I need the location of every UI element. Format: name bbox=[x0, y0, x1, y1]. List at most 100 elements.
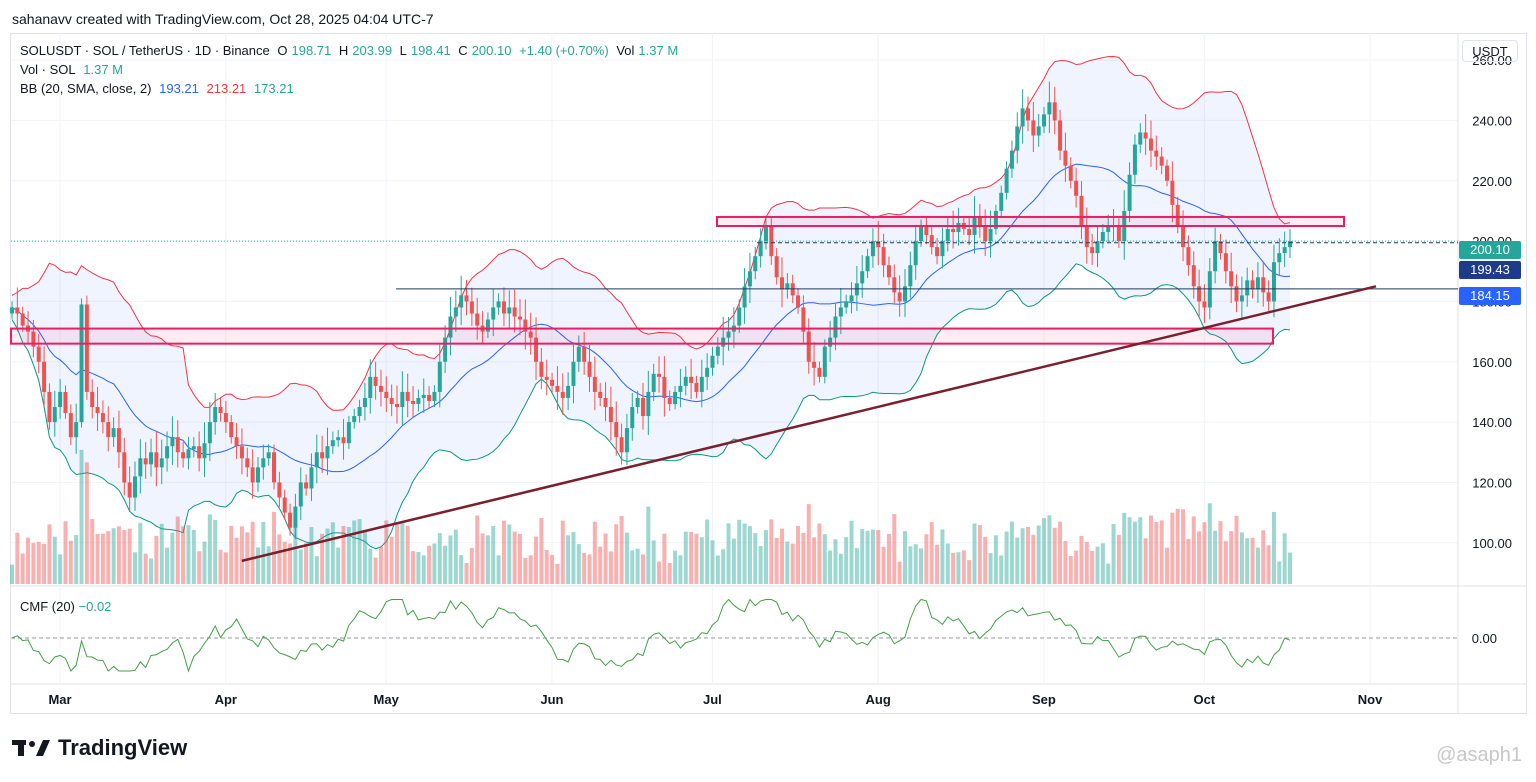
symbol-name[interactable]: SOLUSDT · SOL / TetherUS · 1D · Binance bbox=[20, 43, 270, 58]
candle-body bbox=[892, 277, 897, 293]
volume-bar bbox=[812, 537, 817, 584]
candle-body bbox=[614, 422, 619, 438]
volume-bar bbox=[84, 462, 89, 584]
candle-body bbox=[175, 437, 180, 453]
candle-body bbox=[245, 458, 250, 468]
volume-bar bbox=[165, 547, 170, 584]
volume-bar bbox=[1084, 541, 1089, 584]
volume-bar bbox=[149, 558, 154, 584]
volume-bar bbox=[352, 520, 357, 584]
chart-caption: sahanavv created with TradingView.com, O… bbox=[12, 11, 434, 27]
currency-button[interactable]: USDT bbox=[1462, 40, 1518, 62]
volume-bar bbox=[197, 551, 202, 584]
volume-bar bbox=[961, 550, 966, 584]
candle-body bbox=[678, 385, 683, 392]
candle-body bbox=[860, 271, 865, 284]
y-tick-label: 120.00 bbox=[1472, 475, 1512, 490]
candle-body bbox=[272, 452, 277, 483]
volume-bar bbox=[876, 529, 881, 584]
candle-body bbox=[491, 307, 496, 320]
candle-body bbox=[886, 265, 891, 278]
volume-bar bbox=[774, 537, 779, 584]
candle-body bbox=[304, 482, 309, 489]
candle-body bbox=[1132, 144, 1137, 175]
candle-body bbox=[84, 304, 89, 392]
bb-legend[interactable]: BB (20, SMA, close, 2) 193.21 213.21 173… bbox=[20, 81, 298, 96]
volume-bar bbox=[1042, 518, 1047, 584]
volume-bar bbox=[512, 531, 517, 584]
candle-body bbox=[544, 376, 549, 380]
volume-bar bbox=[314, 556, 319, 584]
candle-body bbox=[1138, 132, 1143, 145]
candle-body bbox=[1266, 292, 1271, 302]
candle-body bbox=[111, 428, 116, 438]
volume-bar bbox=[10, 564, 14, 584]
volume-bar bbox=[175, 516, 180, 584]
volume-bar bbox=[603, 533, 608, 584]
volume-bar bbox=[298, 549, 303, 584]
volume-bar bbox=[833, 539, 838, 584]
volume-bar bbox=[36, 541, 41, 584]
candle-body bbox=[448, 316, 453, 338]
high-value: 203.99 bbox=[352, 43, 393, 58]
candle-body bbox=[1009, 150, 1014, 169]
tradingview-logo[interactable]: TradingView bbox=[12, 735, 187, 761]
volume-bar bbox=[400, 521, 405, 584]
chart-frame bbox=[10, 33, 1527, 714]
candle-body bbox=[935, 247, 940, 257]
volume-bar bbox=[517, 533, 522, 584]
candle-body bbox=[437, 361, 442, 392]
candle-body bbox=[501, 301, 506, 314]
volume-bar bbox=[908, 546, 913, 584]
tradingview-logo-text: TradingView bbox=[58, 735, 188, 760]
volume-bar bbox=[389, 536, 394, 584]
candle-body bbox=[592, 376, 597, 392]
candle-body bbox=[282, 497, 287, 513]
candle-body bbox=[186, 449, 191, 459]
candle-body bbox=[742, 286, 747, 308]
candle-body bbox=[1106, 226, 1111, 233]
candle-body bbox=[977, 216, 982, 227]
candle-body bbox=[1074, 180, 1079, 196]
candle-body bbox=[389, 397, 394, 404]
candle-body bbox=[1191, 265, 1196, 287]
volume-bar bbox=[1239, 532, 1244, 584]
volume-legend[interactable]: Vol · SOL 1.37 M bbox=[20, 62, 127, 77]
candle-body bbox=[20, 313, 25, 326]
volume-bar bbox=[1181, 509, 1186, 584]
candle-body bbox=[785, 283, 790, 290]
candle-body bbox=[988, 229, 993, 242]
volume-bar bbox=[159, 523, 164, 584]
volume-bar bbox=[705, 519, 710, 584]
volume-bar bbox=[1015, 537, 1020, 584]
open-label: O bbox=[277, 43, 288, 58]
volume-bar bbox=[1271, 511, 1276, 584]
candle-body bbox=[1271, 262, 1276, 302]
volume-bar bbox=[427, 545, 432, 584]
volume-bar bbox=[368, 548, 373, 584]
candle-body bbox=[31, 331, 36, 347]
candle-body bbox=[550, 379, 555, 386]
candle-body bbox=[517, 316, 522, 320]
cmf-legend[interactable]: CMF (20) −0.02 bbox=[20, 599, 111, 614]
volume-bar bbox=[207, 514, 212, 584]
volume-bar bbox=[421, 555, 426, 584]
candle-body bbox=[635, 397, 640, 408]
volume-bar bbox=[255, 547, 260, 584]
candle-body bbox=[58, 391, 63, 408]
candle-body bbox=[913, 241, 918, 266]
bb-upper-line bbox=[11, 55, 1291, 411]
volume-bar bbox=[309, 527, 314, 584]
candle-body bbox=[683, 376, 688, 386]
volume-bar bbox=[1036, 525, 1041, 584]
candle-body bbox=[667, 397, 672, 404]
candle-body bbox=[95, 407, 100, 414]
volume-bar bbox=[186, 525, 191, 584]
close-value: 200.10 bbox=[471, 43, 512, 58]
candle-body bbox=[250, 467, 255, 483]
bb-lower-value: 173.21 bbox=[253, 81, 294, 96]
candle-body bbox=[1186, 247, 1191, 266]
candle-body bbox=[149, 452, 154, 465]
candle-body bbox=[239, 446, 244, 459]
